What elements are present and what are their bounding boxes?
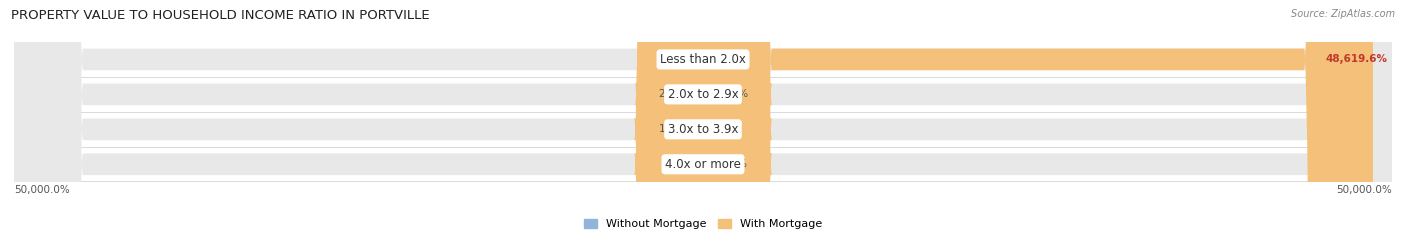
Text: 20.9%: 20.9%	[714, 159, 748, 169]
FancyBboxPatch shape	[703, 0, 1372, 233]
Text: 8.6%: 8.6%	[714, 124, 741, 134]
Text: 22.9%: 22.9%	[658, 89, 692, 99]
Text: 3.0x to 3.9x: 3.0x to 3.9x	[668, 123, 738, 136]
Text: 66.9%: 66.9%	[714, 89, 748, 99]
Text: 15.7%: 15.7%	[658, 124, 692, 134]
Legend: Without Mortgage, With Mortgage: Without Mortgage, With Mortgage	[583, 219, 823, 229]
FancyBboxPatch shape	[14, 0, 1392, 233]
Text: 4.0x or more: 4.0x or more	[665, 158, 741, 171]
FancyBboxPatch shape	[14, 0, 1392, 233]
FancyBboxPatch shape	[14, 0, 1392, 233]
FancyBboxPatch shape	[699, 0, 707, 233]
Text: 48,619.6%: 48,619.6%	[1326, 55, 1388, 64]
FancyBboxPatch shape	[634, 0, 772, 233]
Text: PROPERTY VALUE TO HOUSEHOLD INCOME RATIO IN PORTVILLE: PROPERTY VALUE TO HOUSEHOLD INCOME RATIO…	[11, 9, 430, 22]
FancyBboxPatch shape	[634, 0, 772, 233]
FancyBboxPatch shape	[14, 0, 1392, 233]
Text: Source: ZipAtlas.com: Source: ZipAtlas.com	[1291, 9, 1395, 19]
FancyBboxPatch shape	[699, 0, 706, 233]
Text: 50,000.0%: 50,000.0%	[1336, 185, 1392, 195]
FancyBboxPatch shape	[636, 0, 772, 233]
Text: 2.0x to 2.9x: 2.0x to 2.9x	[668, 88, 738, 101]
Text: 0.0%: 0.0%	[665, 159, 692, 169]
Text: 50,000.0%: 50,000.0%	[14, 185, 70, 195]
FancyBboxPatch shape	[699, 0, 707, 233]
Text: Less than 2.0x: Less than 2.0x	[659, 53, 747, 66]
Text: 57.8%: 57.8%	[658, 55, 692, 64]
